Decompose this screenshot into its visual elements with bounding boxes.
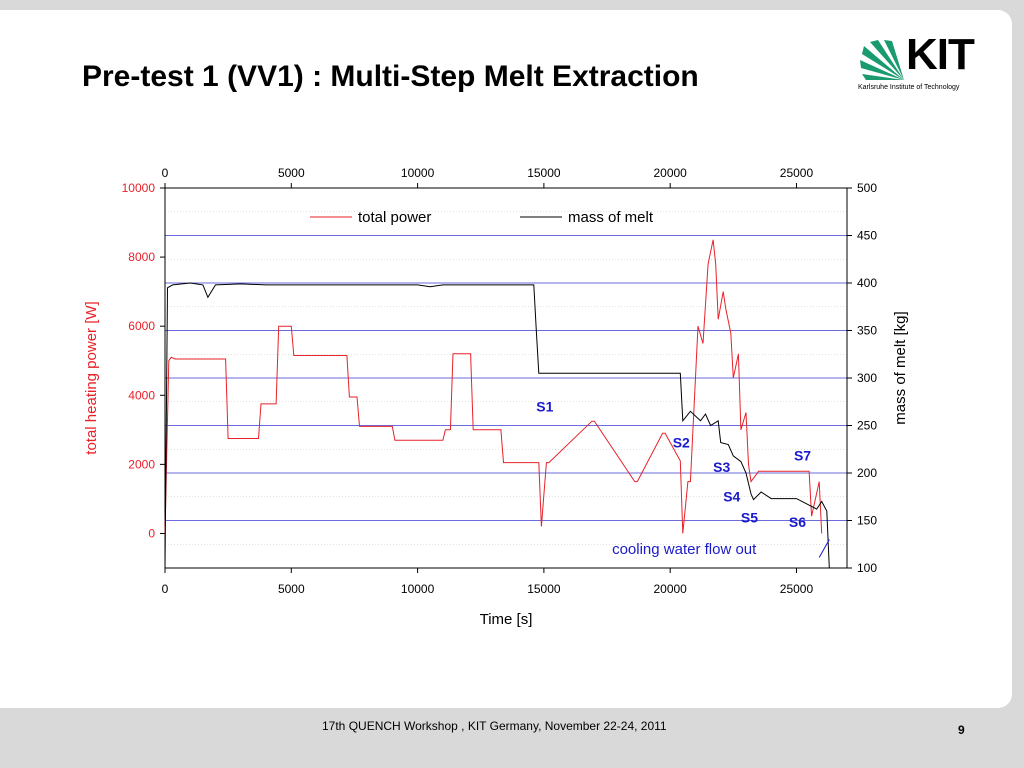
y-tick-label-right: 250 [857, 419, 877, 433]
logo-wordmark: KIT [906, 30, 975, 79]
y-tick-label-left: 4000 [128, 388, 155, 402]
y-tick-label-right: 100 [857, 561, 877, 575]
annotation-s4: S4 [723, 489, 740, 505]
y-tick-label-left: 6000 [128, 319, 155, 333]
x-tick-label-top: 0 [162, 166, 169, 180]
y-tick-label-right: 150 [857, 514, 877, 528]
x-tick-label: 20000 [653, 582, 687, 596]
x-tick-label-top: 5000 [278, 166, 305, 180]
y-tick-label-left: 10000 [122, 181, 156, 195]
legend-label: mass of melt [568, 209, 654, 226]
series-line-mass-of-melt [164, 282, 830, 569]
x-tick-label-top: 15000 [527, 166, 561, 180]
x-tick-label-top: 25000 [780, 166, 814, 180]
footer: 17th QUENCH Workshop , KIT Germany, Nove… [322, 719, 667, 733]
legend-label: total power [358, 209, 431, 226]
y-tick-label-right: 350 [857, 324, 877, 338]
logo-subtitle: Karlsruhe Institute of Technology [858, 84, 960, 91]
x-tick-label-top: 10000 [401, 166, 435, 180]
series-line-total-power [164, 239, 823, 534]
page-title: Pre-test 1 (VV1) : Multi-Step Melt Extra… [82, 60, 699, 93]
kit-logo: KIT Karlsruhe Institute of Technology [858, 30, 983, 96]
x-axis-label: Time [s] [480, 611, 533, 628]
x-tick-label: 0 [162, 582, 169, 596]
annotation-s1: S1 [536, 398, 553, 414]
kit-logo-fan-icon [860, 40, 904, 80]
y-tick-label-right: 200 [857, 466, 877, 480]
y-axis-label-left: total heating power [W] [83, 301, 100, 454]
x-tick-label-top: 20000 [653, 166, 687, 180]
y-axis-label-right: mass of melt [kg] [892, 311, 909, 424]
y-tick-label-left: 0 [148, 526, 155, 540]
x-tick-label: 25000 [780, 582, 814, 596]
y-tick-label-left: 2000 [128, 457, 155, 471]
annotation-s5: S5 [741, 509, 758, 525]
page-number: 9 [958, 723, 965, 737]
annotation-pointer [818, 539, 830, 558]
slide [0, 10, 1012, 708]
annotation-s3: S3 [713, 459, 730, 475]
y-tick-label-right: 450 [857, 229, 877, 243]
y-tick-label-right: 300 [857, 371, 877, 385]
annotation-s6: S6 [789, 514, 806, 530]
annotation-cooling: cooling water flow out [612, 541, 757, 558]
annotation-s2: S2 [673, 434, 690, 450]
x-tick-label: 10000 [401, 582, 435, 596]
x-tick-label: 15000 [527, 582, 561, 596]
y-tick-label-left: 8000 [128, 250, 155, 264]
y-tick-label-right: 400 [857, 276, 877, 290]
x-tick-label: 5000 [278, 582, 305, 596]
annotation-s7: S7 [794, 448, 811, 464]
y-tick-label-right: 500 [857, 181, 877, 195]
